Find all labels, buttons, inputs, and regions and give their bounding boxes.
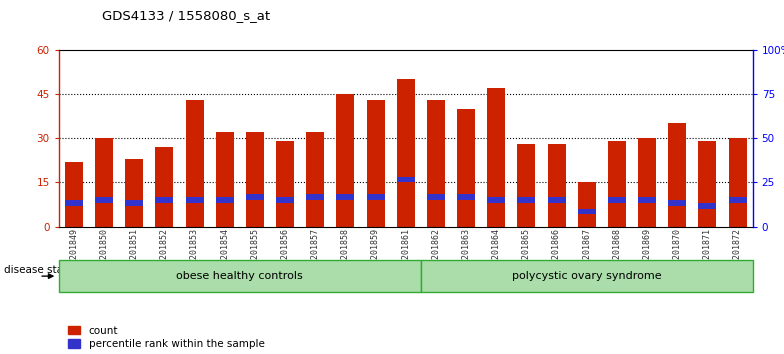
- Bar: [65, 200, 83, 206]
- Bar: [95, 198, 113, 202]
- Bar: [276, 141, 294, 227]
- Bar: [246, 132, 264, 227]
- Bar: [336, 94, 354, 227]
- Bar: [699, 203, 717, 209]
- Bar: [276, 198, 294, 202]
- Bar: [668, 200, 686, 206]
- Bar: [547, 198, 565, 202]
- Bar: [307, 194, 325, 200]
- Bar: [638, 198, 656, 202]
- Bar: [186, 198, 204, 202]
- Bar: [426, 100, 445, 227]
- Text: GDS4133 / 1558080_s_at: GDS4133 / 1558080_s_at: [102, 9, 270, 22]
- Bar: [95, 138, 113, 227]
- Text: obese healthy controls: obese healthy controls: [176, 271, 303, 281]
- Bar: [517, 144, 535, 227]
- Bar: [65, 162, 83, 227]
- Bar: [457, 194, 475, 200]
- Bar: [186, 100, 204, 227]
- Bar: [155, 147, 173, 227]
- Bar: [307, 132, 325, 227]
- Bar: [487, 88, 505, 227]
- Bar: [457, 109, 475, 227]
- Bar: [517, 198, 535, 202]
- Bar: [125, 159, 143, 227]
- Bar: [155, 198, 173, 202]
- Bar: [638, 138, 656, 227]
- Bar: [608, 198, 626, 202]
- Bar: [578, 209, 596, 215]
- Bar: [668, 123, 686, 227]
- Bar: [366, 100, 385, 227]
- Bar: [547, 144, 565, 227]
- Bar: [487, 198, 505, 202]
- Bar: [125, 200, 143, 206]
- Bar: [728, 198, 746, 202]
- Bar: [426, 194, 445, 200]
- Bar: [336, 194, 354, 200]
- Bar: [216, 132, 234, 227]
- Bar: [699, 141, 717, 227]
- Text: disease state: disease state: [4, 265, 74, 275]
- Bar: [608, 141, 626, 227]
- Bar: [397, 177, 415, 182]
- Bar: [728, 138, 746, 227]
- Bar: [578, 182, 596, 227]
- Bar: [216, 198, 234, 202]
- Bar: [397, 79, 415, 227]
- Bar: [246, 194, 264, 200]
- Legend: count, percentile rank within the sample: count, percentile rank within the sample: [68, 326, 265, 349]
- Bar: [366, 194, 385, 200]
- Text: polycystic ovary syndrome: polycystic ovary syndrome: [512, 271, 662, 281]
